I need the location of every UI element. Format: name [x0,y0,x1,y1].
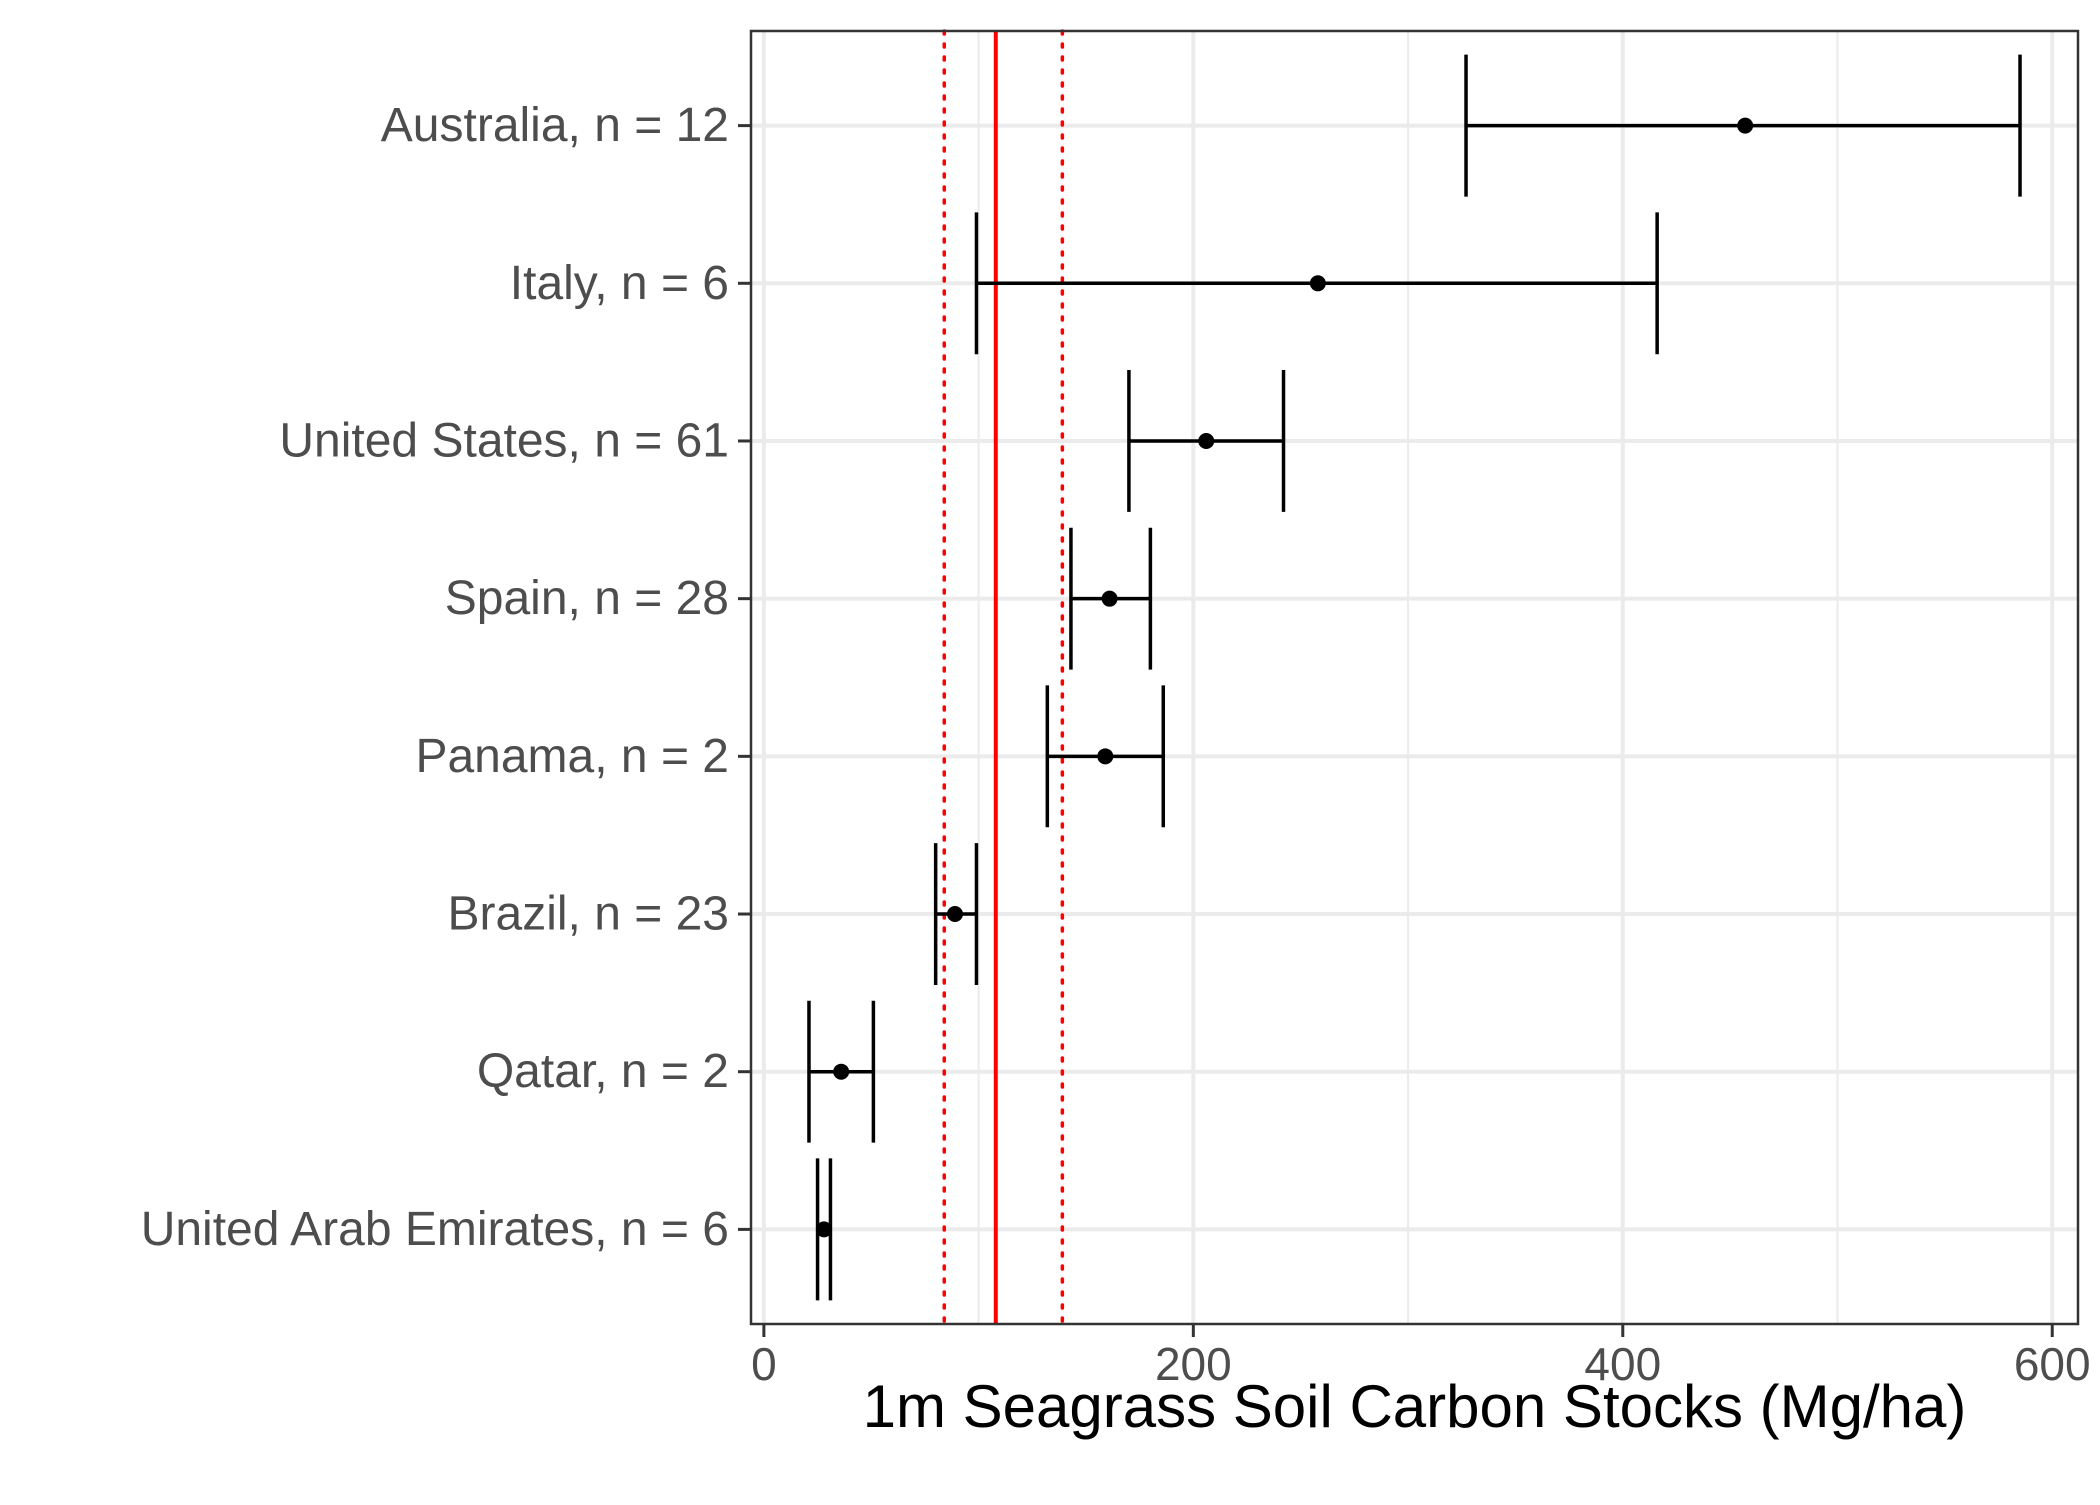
y-tick-label: United Arab Emirates, n = 6 [141,1203,729,1256]
x-tick-label: 600 [2014,1338,2091,1390]
reference-lines [942,29,1065,1326]
mean-point [1737,117,1754,134]
y-tick-label: United States, n = 61 [279,414,729,467]
mean-points [816,117,1754,1238]
x-tick-label: 0 [751,1338,777,1390]
panel-border [749,29,2080,1326]
x-axis: 0 200 400 600 [751,1324,2091,1390]
y-tick-label: Italy, n = 6 [510,257,729,310]
minor-gridlines [977,31,1839,1324]
y-tick-label: Spain, n = 28 [445,572,729,625]
y-tick-label: Brazil, n = 23 [448,888,729,941]
x-axis-title: 1m Seagrass Soil Carbon Stocks (Mg/ha) [863,1373,1967,1440]
x-tick-label: 200 [1155,1338,1232,1390]
mean-point [816,1221,833,1238]
mean-point [946,906,963,923]
y-tick-label: Qatar, n = 2 [477,1045,729,1098]
mean-point [1097,748,1114,765]
x-tick-label: 400 [1584,1338,1661,1390]
mean-point [833,1063,850,1080]
y-tick-label: Panama, n = 2 [415,730,729,783]
major-gridlines [751,31,2078,1324]
mean-point [1309,275,1326,292]
mean-point [1198,432,1215,449]
mean-point [1101,590,1118,607]
y-axis: Australia, n = 12 Italy, n = 6 United Stat… [141,99,751,1256]
y-tick-label: Australia, n = 12 [381,99,729,152]
